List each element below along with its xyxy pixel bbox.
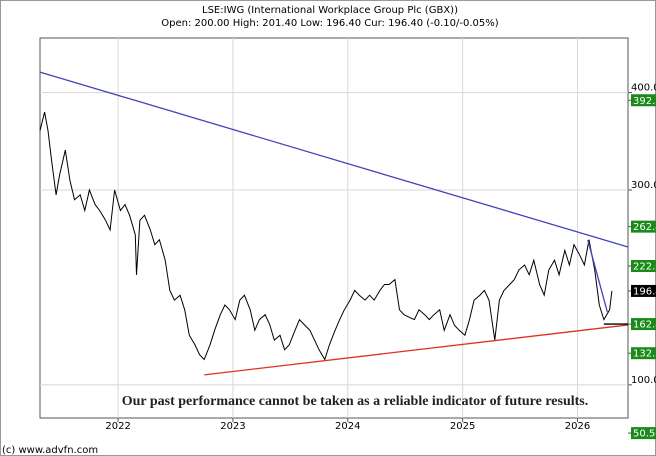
chart-subtitle: Open: 200.00 High: 201.40 Low: 196.40 Cu…	[161, 18, 498, 29]
y-tick-label: 100.0	[631, 375, 656, 386]
level-label: 262.4	[633, 222, 656, 233]
level-label: 196.4	[633, 286, 656, 297]
level-box	[631, 427, 656, 440]
x-tick-label: 2023	[220, 421, 245, 432]
level-box	[631, 284, 656, 297]
x-tick-label: 2025	[450, 421, 475, 432]
x-tick-label: 2022	[105, 421, 130, 432]
trend-line	[204, 324, 629, 376]
level-label: 50.50	[633, 429, 656, 440]
level-box	[631, 94, 656, 107]
y-tick-label: 400.0	[631, 83, 656, 94]
level-box	[631, 318, 656, 331]
footer: (c) www.advfn.com	[2, 445, 98, 456]
level-label: 222.0	[633, 262, 656, 273]
disclaimer: Our past performance cannot be taken as …	[122, 394, 589, 409]
x-tick-label: 2026	[565, 421, 590, 432]
level-box	[631, 260, 656, 272]
level-box	[631, 347, 656, 360]
level-label: 392.1	[633, 96, 656, 107]
level-label: 162.4	[633, 320, 656, 331]
x-tick-label: 2024	[335, 421, 360, 432]
plot-area	[39, 37, 629, 419]
trend-line	[587, 239, 608, 313]
level-box	[631, 220, 656, 233]
trend-line	[39, 71, 629, 248]
level-label: 132.5	[633, 349, 656, 360]
price-line	[39, 111, 613, 361]
chart-title: LSE:IWG (International Workplace Group P…	[202, 5, 458, 16]
y-tick-label: 300.0	[631, 180, 656, 191]
